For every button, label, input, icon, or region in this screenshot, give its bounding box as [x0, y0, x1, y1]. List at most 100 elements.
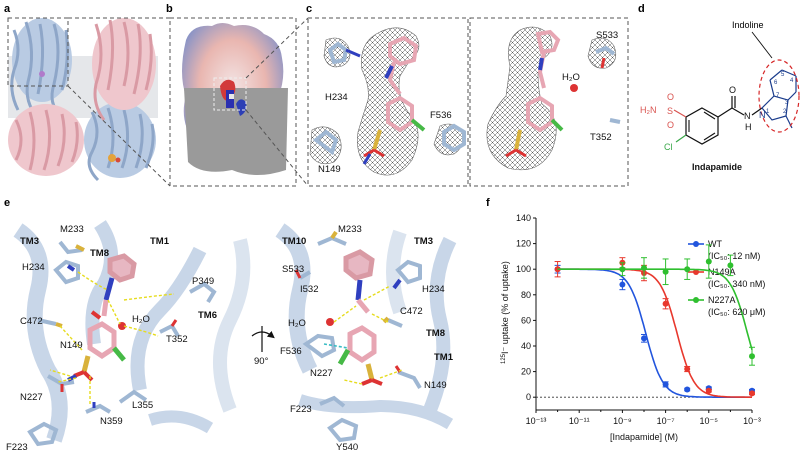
indoline-label: Indoline — [732, 20, 764, 30]
panel-b: b — [166, 3, 309, 187]
data-point-n227a — [662, 268, 669, 275]
data-point-n227a — [619, 266, 626, 273]
indoline-oval — [758, 59, 800, 133]
svg-text:T352: T352 — [166, 334, 188, 345]
data-point-n149a — [749, 390, 755, 397]
svg-text:F223: F223 — [290, 404, 312, 415]
svg-text:1: 1 — [766, 109, 770, 115]
data-point-n227a — [641, 264, 647, 271]
svg-text:N227: N227 — [20, 392, 43, 403]
x-tick-label: 10⁻⁷ — [657, 416, 675, 426]
data-point-n149a — [662, 300, 669, 307]
panel-f: f 0 20 40 60 80 100 120 140 10⁻¹³ 10⁻¹¹ 10⁻⁹ 10⁻⁷ 10… — [486, 197, 766, 442]
label-f536-c: F536 — [430, 110, 452, 121]
atom-o2: O — [667, 120, 674, 130]
y-tick-label: 80 — [521, 290, 531, 300]
tm8-left: TM8 — [90, 248, 109, 259]
data-point-n227a — [684, 266, 691, 273]
panel-e: e — [4, 197, 457, 453]
panel-c-label: c — [306, 3, 312, 15]
panel-b-label: b — [166, 3, 173, 15]
panel-d-label: d — [638, 3, 645, 15]
svg-text:N149: N149 — [60, 340, 83, 351]
panel-e-left: TM3 TM8 TM1 TM6 M233 H234 P349 H₂O C472 … — [6, 220, 251, 453]
svg-text:P349: P349 — [192, 276, 214, 287]
data-point-wt — [662, 381, 669, 388]
tm1-right: TM1 — [434, 352, 454, 363]
atom-s: S — [667, 106, 673, 116]
y-axis-label-isotope: 125 — [501, 353, 507, 364]
tm1-left: TM1 — [150, 236, 170, 247]
density-right: S533 H₂O T352 — [486, 26, 621, 171]
x-tick-label: 10⁻⁹ — [613, 416, 632, 426]
svg-text:C472: C472 — [400, 306, 423, 317]
legend-name: N149A — [708, 267, 736, 277]
svg-text:H234: H234 — [422, 284, 445, 295]
ligand-site-a — [39, 71, 45, 77]
legend-ic50: (IC₅₀: 12 nM) — [708, 251, 760, 261]
legend-ic50: (IC₅₀: 620 μM) — [708, 307, 766, 317]
legend-name: N227A — [708, 295, 736, 305]
panel-c: c H234 F536 N149 — [306, 3, 629, 187]
svg-text:C472: C472 — [20, 316, 43, 327]
x-tick-label: 10⁻⁵ — [700, 416, 719, 426]
y-axis-label: 125I⁻ uptake (% of uptake) — [500, 261, 510, 364]
protomer-blue — [10, 18, 156, 182]
fit-curve-n227a — [557, 268, 753, 351]
y-tick-label: 60 — [521, 315, 531, 325]
tm6-left: TM6 — [198, 310, 217, 321]
rotation-label: 90° — [254, 356, 269, 367]
y-tick-label: 0 — [526, 392, 531, 402]
data-point-wt — [684, 386, 691, 393]
data-point-n227a — [749, 353, 755, 360]
tm8-right: TM8 — [426, 328, 445, 339]
legend-marker — [693, 241, 699, 247]
y-axis-label-text: I⁻ uptake (% of uptake) — [500, 261, 510, 354]
svg-text:7: 7 — [776, 93, 780, 99]
data-point-n149a — [684, 366, 691, 373]
panel-a-label: a — [4, 3, 11, 15]
svg-text:F536: F536 — [280, 346, 302, 357]
tm3-right: TM3 — [414, 236, 433, 247]
legend-name: WT — [708, 239, 722, 249]
svg-text:I532: I532 — [300, 284, 319, 295]
x-tick-label: 10⁻³ — [743, 416, 761, 426]
svg-text:2: 2 — [783, 109, 787, 115]
svg-text:N359: N359 — [100, 416, 123, 427]
svg-text:6: 6 — [774, 80, 778, 86]
panel-e-label: e — [4, 197, 10, 209]
svg-text:H₂O: H₂O — [132, 314, 150, 325]
panel-e-right: TM10 TM3 TM8 TM1 M233 S533 I532 H234 H₂O… — [275, 223, 457, 453]
panel-a: a — [4, 3, 171, 187]
atom-n-indoline: N — [759, 110, 766, 120]
atom-h: H — [745, 122, 752, 132]
svg-text:N227: N227 — [310, 368, 333, 379]
data-point-n227a — [705, 258, 712, 265]
svg-text:3: 3 — [785, 100, 789, 106]
label-h234-c: H234 — [325, 92, 348, 103]
y-tick-label: 20 — [521, 367, 531, 377]
legend-ic50: (IC₅₀: 340 nM) — [708, 279, 765, 289]
panel-d: d Indoline H₂N S O O Cl — [638, 3, 800, 172]
label-water-c: H₂O — [562, 72, 580, 83]
label-n149-c: N149 — [318, 164, 341, 175]
rotation-arrow: 90° — [251, 326, 275, 367]
zoom-box-b — [213, 77, 247, 111]
svg-text:M233: M233 — [338, 224, 362, 235]
y-tick-label: 120 — [516, 239, 531, 249]
svg-text:S533: S533 — [282, 264, 304, 275]
svg-text:L355: L355 — [132, 400, 153, 411]
data-point-wt — [619, 281, 626, 288]
atom-cl: Cl — [664, 142, 673, 152]
svg-text:F223: F223 — [6, 442, 28, 453]
tm3-left: TM3 — [20, 236, 39, 247]
svg-text:5: 5 — [781, 72, 785, 78]
y-tick-label: 40 — [521, 341, 531, 351]
svg-text:M233: M233 — [60, 224, 84, 235]
svg-text:H234: H234 — [22, 262, 45, 273]
x-axis-label: [Indapamide] (M) — [610, 432, 678, 442]
panel-f-label: f — [486, 197, 490, 209]
atom-h2n: H₂N — [640, 105, 657, 115]
dose-response-chart: 0 20 40 60 80 100 120 140 10⁻¹³ 10⁻¹¹ 10⁻⁹ 10⁻⁷ 10⁻⁵… — [500, 213, 766, 442]
